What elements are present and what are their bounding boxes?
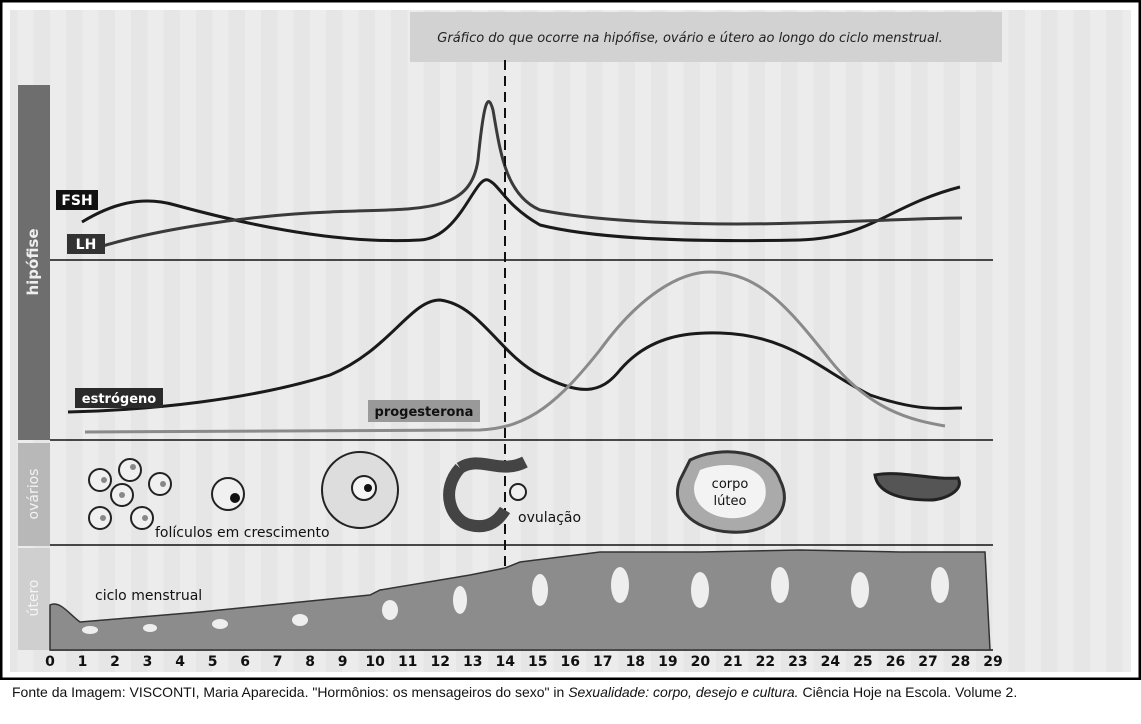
ovary-label: folículos em crescimento bbox=[155, 525, 330, 541]
section-label: ovários bbox=[26, 469, 42, 520]
caption-italic: Sexualidade: corpo, desejo e cultura. bbox=[568, 684, 798, 700]
title: Gráfico do que ocorre na hipófise, ovári… bbox=[437, 31, 942, 46]
day-label: 8 bbox=[305, 654, 315, 670]
day-label: 20 bbox=[691, 654, 711, 670]
day-label: 16 bbox=[561, 654, 580, 670]
day-label: 2 bbox=[110, 654, 120, 670]
day-label: 7 bbox=[273, 654, 283, 670]
uterus-label: ciclo menstrual bbox=[95, 588, 202, 604]
page: Gráfico do que ocorre na hipófise, ovári… bbox=[0, 0, 1141, 724]
day-label: 23 bbox=[788, 654, 807, 670]
ovary-label: corpo bbox=[712, 477, 749, 492]
day-label: 5 bbox=[208, 654, 218, 670]
day-label: 11 bbox=[398, 654, 417, 670]
day-label: 1 bbox=[78, 654, 88, 670]
section-label: hipófise bbox=[24, 228, 42, 295]
hormone-label: estrógeno bbox=[82, 392, 156, 407]
ovum bbox=[510, 484, 526, 500]
hormone-label: progesterona bbox=[375, 405, 474, 420]
day-label: 15 bbox=[528, 654, 547, 670]
section-label: útero bbox=[26, 580, 42, 617]
day-label: 10 bbox=[365, 654, 385, 670]
day-label: 17 bbox=[593, 654, 612, 670]
day-label: 6 bbox=[240, 654, 250, 670]
day-label: 25 bbox=[853, 654, 872, 670]
hormone-label: FSH bbox=[61, 193, 92, 209]
day-label: 14 bbox=[495, 654, 515, 670]
day-label: 9 bbox=[338, 654, 348, 670]
day-label: 28 bbox=[951, 654, 970, 670]
day-label: 19 bbox=[658, 654, 677, 670]
hormone-label: LH bbox=[76, 237, 97, 253]
day-label: 4 bbox=[175, 654, 185, 670]
day-label: 21 bbox=[723, 654, 742, 670]
day-label: 3 bbox=[143, 654, 153, 670]
day-label: 27 bbox=[918, 654, 937, 670]
day-label: 13 bbox=[463, 654, 482, 670]
day-label: 24 bbox=[821, 654, 841, 670]
day-label: 26 bbox=[886, 654, 905, 670]
figure: Gráfico do que ocorre na hipófise, ovári… bbox=[0, 0, 1141, 680]
day-label: 18 bbox=[626, 654, 645, 670]
ovary-label: ovulação bbox=[518, 510, 581, 526]
day-label: 0 bbox=[45, 654, 55, 670]
caption: Fonte da Imagem: VISCONTI, Maria Apareci… bbox=[12, 684, 1132, 700]
day-label: 29 bbox=[983, 654, 1002, 670]
ovary-label: lúteo bbox=[714, 494, 747, 509]
caption-text: Ciência Hoje na Escola. Volume 2. bbox=[799, 684, 1018, 700]
day-label: 12 bbox=[430, 654, 449, 670]
caption-text: Fonte da Imagem: VISCONTI, Maria Apareci… bbox=[12, 684, 568, 700]
day-label: 22 bbox=[756, 654, 775, 670]
